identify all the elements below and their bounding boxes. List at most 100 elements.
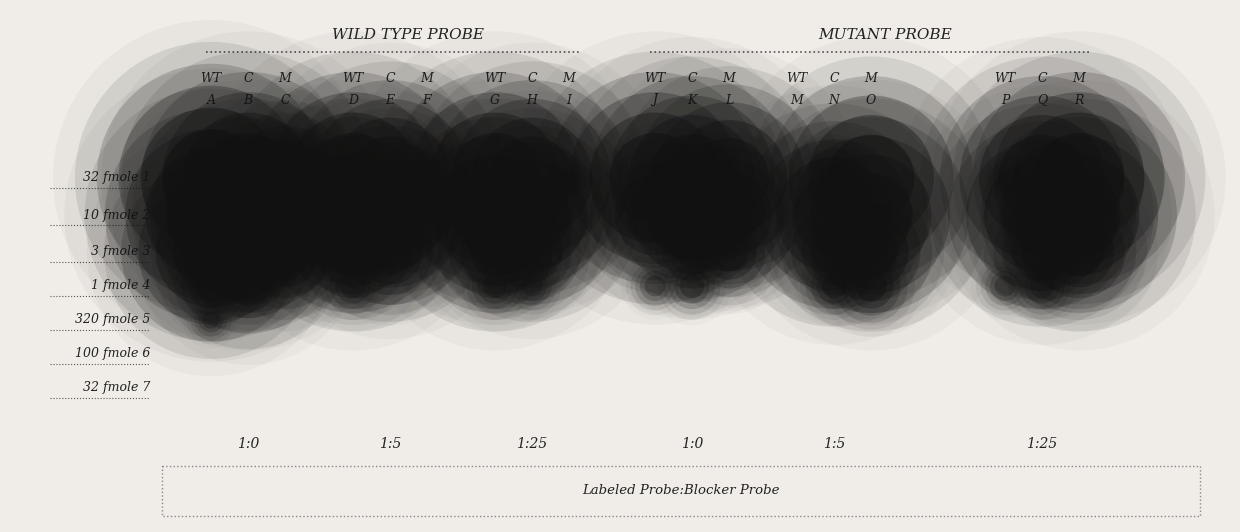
Point — [522, 174, 542, 182]
Point — [682, 174, 702, 182]
Point — [238, 211, 258, 219]
Point — [381, 248, 401, 256]
Point — [559, 174, 579, 182]
Text: I: I — [567, 94, 572, 106]
Point — [522, 211, 542, 219]
Point — [861, 211, 880, 219]
Point — [861, 211, 880, 219]
Point — [825, 248, 844, 256]
Point — [825, 282, 844, 290]
Point — [485, 211, 505, 219]
Point — [994, 174, 1014, 182]
Point — [381, 174, 401, 182]
Point — [645, 282, 665, 290]
Point — [201, 248, 221, 256]
Text: A: A — [207, 94, 216, 106]
Point — [1032, 282, 1052, 290]
Point — [719, 248, 739, 256]
Point — [861, 211, 880, 219]
Point — [417, 174, 436, 182]
Point — [719, 211, 739, 219]
Point — [645, 211, 665, 219]
Point — [825, 174, 844, 182]
Text: M: M — [563, 71, 575, 85]
Point — [1069, 174, 1089, 182]
Point — [343, 211, 363, 219]
Point — [1069, 174, 1089, 182]
Text: D: D — [348, 94, 358, 106]
Text: C: C — [1037, 71, 1047, 85]
Point — [1032, 174, 1052, 182]
Text: 32 fmole 1: 32 fmole 1 — [83, 171, 150, 185]
Point — [275, 211, 295, 219]
Text: WT: WT — [342, 71, 363, 85]
Text: E: E — [386, 94, 394, 106]
Point — [238, 211, 258, 219]
Point — [994, 282, 1014, 290]
Point — [238, 282, 258, 290]
Point — [275, 248, 295, 256]
Point — [343, 248, 363, 256]
Point — [1069, 174, 1089, 182]
Point — [201, 282, 221, 290]
Point — [275, 248, 295, 256]
Point — [861, 174, 880, 182]
Point — [825, 282, 844, 290]
Text: WT: WT — [786, 71, 807, 85]
Point — [645, 174, 665, 182]
Point — [682, 282, 702, 290]
Point — [825, 282, 844, 290]
Point — [201, 211, 221, 219]
Point — [682, 174, 702, 182]
Point — [559, 174, 579, 182]
Text: N: N — [828, 94, 839, 106]
Point — [645, 282, 665, 290]
Point — [343, 248, 363, 256]
Point — [682, 211, 702, 219]
Point — [1069, 174, 1089, 182]
Point — [485, 248, 505, 256]
Point — [825, 248, 844, 256]
Point — [825, 211, 844, 219]
Point — [1069, 248, 1089, 256]
Point — [645, 211, 665, 219]
Point — [381, 174, 401, 182]
Point — [343, 174, 363, 182]
Point — [522, 282, 542, 290]
Point — [1032, 248, 1052, 256]
Point — [275, 248, 295, 256]
Point — [201, 211, 221, 219]
Point — [719, 174, 739, 182]
Point — [522, 282, 542, 290]
Point — [201, 316, 221, 325]
Point — [417, 174, 436, 182]
Point — [201, 248, 221, 256]
Text: F: F — [423, 94, 432, 106]
Text: M: M — [420, 71, 433, 85]
Point — [719, 211, 739, 219]
Text: 320 fmole 5: 320 fmole 5 — [74, 313, 150, 327]
Point — [238, 211, 258, 219]
Point — [343, 211, 363, 219]
Point — [485, 174, 505, 182]
Text: 3 fmole 3: 3 fmole 3 — [91, 245, 150, 259]
Point — [522, 211, 542, 219]
Point — [682, 211, 702, 219]
Point — [1069, 174, 1089, 182]
Point — [343, 174, 363, 182]
Point — [825, 174, 844, 182]
Point — [238, 174, 258, 182]
Point — [201, 282, 221, 290]
Point — [522, 211, 542, 219]
Point — [381, 211, 401, 219]
Point — [559, 174, 579, 182]
Point — [417, 174, 436, 182]
Point — [559, 174, 579, 182]
Point — [201, 211, 221, 219]
Point — [275, 248, 295, 256]
Point — [825, 174, 844, 182]
Point — [201, 211, 221, 219]
Point — [1032, 248, 1052, 256]
Point — [201, 174, 221, 182]
Point — [1032, 174, 1052, 182]
